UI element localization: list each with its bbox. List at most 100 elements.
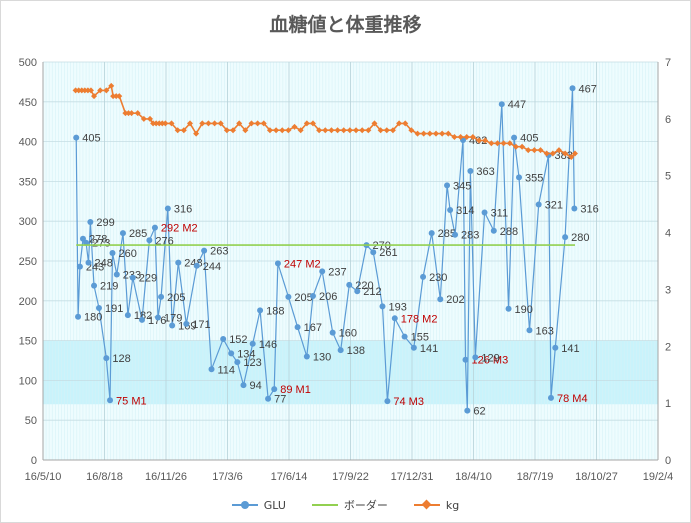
kg-point bbox=[359, 127, 366, 134]
kg-point bbox=[476, 137, 483, 144]
kg-point bbox=[217, 120, 224, 127]
glu-point bbox=[220, 336, 227, 343]
glu-point bbox=[526, 327, 533, 334]
kg-point bbox=[81, 87, 88, 94]
glu-point bbox=[569, 85, 576, 92]
glu-data-label: 270 bbox=[372, 240, 390, 252]
glu-point bbox=[498, 101, 505, 108]
kg-point bbox=[340, 127, 347, 134]
series-line-glu bbox=[75, 88, 575, 411]
glu-point bbox=[420, 273, 427, 280]
glu-point bbox=[257, 307, 264, 314]
y-right-tick-label: 5 bbox=[665, 171, 671, 183]
glu-data-label: 405 bbox=[82, 133, 100, 145]
glu-data-label: 219 bbox=[100, 281, 118, 293]
kg-point bbox=[549, 150, 556, 157]
glu-annotation-label: 78 M4 bbox=[557, 393, 588, 405]
glu-data-label: 179 bbox=[164, 313, 182, 325]
kg-point bbox=[303, 120, 310, 127]
x-tick-label: 16/5/10 bbox=[25, 471, 62, 483]
glu-data-label: 171 bbox=[192, 319, 210, 331]
glu-data-label: 62 bbox=[473, 406, 485, 418]
glu-data-label: 220 bbox=[355, 280, 373, 292]
glu-point bbox=[428, 230, 435, 237]
glu-point bbox=[285, 293, 292, 300]
kg-point bbox=[488, 140, 495, 147]
y-left-tick-label: 100 bbox=[19, 375, 37, 387]
kg-point bbox=[186, 120, 193, 127]
glu-point bbox=[175, 259, 182, 266]
kg-point bbox=[273, 127, 280, 134]
legend-label-border: ボーダー bbox=[343, 499, 388, 512]
kg-point bbox=[125, 110, 132, 117]
y-right-tick-label: 7 bbox=[665, 57, 671, 69]
glu-point bbox=[139, 316, 146, 323]
glu-point bbox=[208, 366, 215, 373]
glu-point bbox=[75, 313, 82, 320]
legend-item-glu: GLU bbox=[231, 497, 286, 513]
glu-data-label: 155 bbox=[411, 332, 429, 344]
glu-data-label: 141 bbox=[420, 343, 438, 355]
kg-point bbox=[469, 134, 476, 141]
kg-point bbox=[389, 127, 396, 134]
kg-point bbox=[97, 87, 104, 94]
kg-point bbox=[242, 127, 249, 134]
kg-point bbox=[236, 120, 243, 127]
glu-point bbox=[337, 347, 344, 354]
x-tick-label: 16/8/18 bbox=[86, 471, 123, 483]
kg-point bbox=[260, 120, 267, 127]
glu-data-label: 188 bbox=[266, 305, 284, 317]
kg-point bbox=[87, 87, 94, 94]
glu-point bbox=[472, 354, 479, 361]
glu-point bbox=[146, 237, 153, 244]
kg-point bbox=[519, 143, 526, 150]
y-right-tick-label: 2 bbox=[665, 341, 671, 353]
glu-point bbox=[294, 324, 301, 331]
kg-point bbox=[279, 127, 286, 134]
kg-point bbox=[537, 147, 544, 154]
legend-label-kg: kg bbox=[445, 498, 460, 512]
kg-point bbox=[168, 120, 175, 127]
glu-point bbox=[319, 268, 326, 275]
legend: GLU ボーダー kg bbox=[0, 497, 691, 513]
kg-point bbox=[377, 127, 384, 134]
y-right-tick-label: 3 bbox=[665, 284, 671, 296]
glu-point bbox=[124, 312, 131, 319]
kg-point bbox=[334, 127, 341, 134]
kg-point bbox=[254, 120, 261, 127]
glu-point bbox=[303, 353, 310, 360]
kg-point bbox=[211, 120, 218, 127]
kg-point bbox=[108, 82, 115, 89]
kg-point bbox=[316, 127, 323, 134]
glu-data-label: 176 bbox=[148, 315, 166, 327]
glu-point bbox=[354, 288, 361, 295]
kg-point bbox=[420, 130, 427, 137]
kg-point bbox=[500, 140, 507, 147]
glu-data-label: 316 bbox=[580, 203, 598, 215]
glu-data-label: 191 bbox=[105, 303, 123, 315]
glu-data-label: 355 bbox=[525, 172, 543, 184]
kg-point bbox=[555, 147, 562, 154]
glu-point bbox=[370, 249, 377, 256]
kg-point bbox=[134, 110, 141, 117]
glu-data-label: 273 bbox=[92, 238, 110, 250]
kg-point bbox=[147, 115, 154, 122]
glu-point bbox=[129, 274, 136, 281]
kg-point bbox=[353, 127, 360, 134]
glu-point bbox=[462, 356, 469, 363]
glu-data-label: 138 bbox=[347, 345, 365, 357]
glu-data-label: 202 bbox=[446, 294, 464, 306]
glu-data-label: 146 bbox=[259, 339, 277, 351]
kg-point bbox=[116, 93, 123, 100]
kg-point bbox=[78, 87, 85, 94]
kg-point bbox=[463, 134, 470, 141]
kg-point bbox=[371, 120, 378, 127]
x-tick-label: 17/6/14 bbox=[271, 471, 308, 483]
glu-point bbox=[240, 382, 247, 389]
y-left-tick-label: 350 bbox=[19, 176, 37, 188]
x-tick-label: 18/7/19 bbox=[517, 471, 554, 483]
glu-point bbox=[490, 227, 497, 234]
glu-data-label: 130 bbox=[313, 352, 331, 364]
y-left-tick-label: 150 bbox=[19, 336, 37, 348]
